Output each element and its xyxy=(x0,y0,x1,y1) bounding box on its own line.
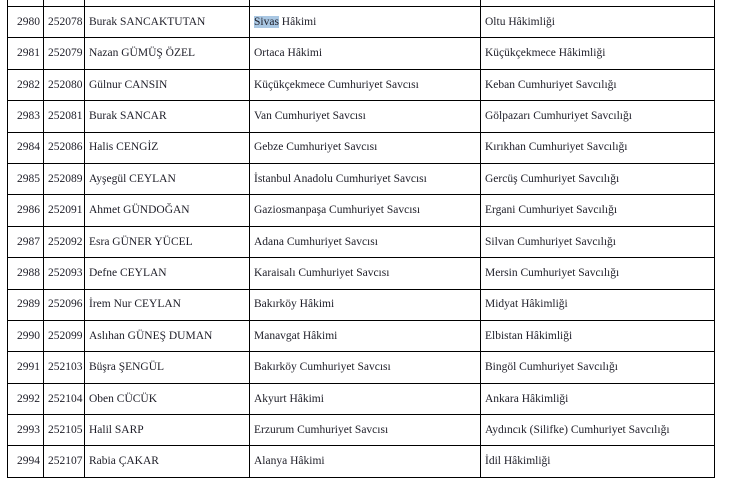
table-row: 2986 252091 Ahmet GÜNDOĞAN Gaziosmanpaşa… xyxy=(7,194,715,227)
registry-number-cell: 252104 xyxy=(43,382,85,416)
table-row: 2983 252081 Burak SANCAR Van Cumhuriyet … xyxy=(7,100,715,133)
current-post-cell: Akyurt Hâkimi xyxy=(249,382,481,416)
new-post-cell: Keban Cumhuriyet Savcılığı xyxy=(480,68,715,102)
new-post-cell: Aydıncık (Silifke) Cumhuriyet Savcılığı xyxy=(480,414,715,447)
current-post-cell: Bakırköy Hâkimi xyxy=(249,288,481,321)
table-row: 2984 252086 Halis CENGİZ Gebze Cumhuriye… xyxy=(7,131,715,164)
new-post-cell: Ankara Hâkimliği xyxy=(480,382,715,416)
table-row: 2982 252080 Gülnur CANSIN Küçükçekmece C… xyxy=(7,68,715,102)
current-post-cell: Manavgat Hâkimi xyxy=(249,319,481,353)
current-post-cell: Karaisalı Cumhuriyet Savcısı xyxy=(249,257,481,290)
new-post-cell: Elbistan Hâkimliği xyxy=(480,319,715,353)
registry-number-cell: 252103 xyxy=(43,351,85,384)
registry-number-cell: 252081 xyxy=(43,100,85,133)
registry-number-cell: 252096 xyxy=(43,288,85,321)
selected-text: Sivas xyxy=(254,15,279,28)
table-row: 2985 252089 Ayşegül CEYLAN İstanbul Anad… xyxy=(7,162,715,196)
row-number-cell: 2988 xyxy=(7,257,44,290)
registry-number-cell: 252091 xyxy=(43,194,85,227)
table-row: 2988 252093 Defne CEYLAN Karaisalı Cumhu… xyxy=(7,257,715,290)
current-post-cell: Alanya Hâkimi xyxy=(249,445,481,478)
row-number-cell: 2985 xyxy=(7,162,44,196)
row-number-cell: 2992 xyxy=(7,382,44,416)
table-row: 2990 252099 Aslıhan GÜNEŞ DUMAN Manavgat… xyxy=(7,319,715,353)
name-cell: Ayşegül CEYLAN xyxy=(84,162,250,196)
table-row: 2981 252079 Nazan GÜMÜŞ ÖZEL Ortaca Hâki… xyxy=(7,37,715,70)
name-cell: Burak SANCAKTUTAN xyxy=(84,5,250,39)
name-cell: Oben CÜCÜK xyxy=(84,382,250,416)
table-row: 2989 252096 İrem Nur CEYLAN Bakırköy Hâk… xyxy=(7,288,715,321)
name-cell: Ahmet GÜNDOĞAN xyxy=(84,194,250,227)
name-cell: Burak SANCAR xyxy=(84,100,250,133)
registry-number-cell: 252093 xyxy=(43,257,85,290)
name-cell: Defne CEYLAN xyxy=(84,257,250,290)
row-number-cell: 2989 xyxy=(7,288,44,321)
table-row: 2992 252104 Oben CÜCÜK Akyurt Hâkimi Ank… xyxy=(7,382,715,416)
name-cell: Gülnur CANSIN xyxy=(84,68,250,102)
registry-number-cell: 252099 xyxy=(43,319,85,353)
name-cell: Esra GÜNER YÜCEL xyxy=(84,225,250,259)
name-cell: Aslıhan GÜNEŞ DUMAN xyxy=(84,319,250,353)
new-post-cell: Gercüş Cumhuriyet Savcılığı xyxy=(480,162,715,196)
row-number-cell: 2982 xyxy=(7,68,44,102)
current-post-cell: Bakırköy Cumhuriyet Savcısı xyxy=(249,351,481,384)
new-post-cell: Kırıkhan Cumhuriyet Savcılığı xyxy=(480,131,715,164)
table-row: 2993 252105 Halil SARP Erzurum Cumhuriye… xyxy=(7,414,715,447)
row-number-cell: 2986 xyxy=(7,194,44,227)
registry-number-cell: 252086 xyxy=(43,131,85,164)
name-cell: Halis CENGİZ xyxy=(84,131,250,164)
row-number-cell: 2983 xyxy=(7,100,44,133)
new-post-cell: Gölpazarı Cumhuriyet Savcılığı xyxy=(480,100,715,133)
new-post-cell: Oltu Hâkimliği xyxy=(480,5,715,39)
table-row: 2987 252092 Esra GÜNER YÜCEL Adana Cumhu… xyxy=(7,225,715,259)
current-post-cell: Adana Cumhuriyet Savcısı xyxy=(249,225,481,259)
new-post-cell: Mersin Cumhuriyet Savcılığı xyxy=(480,257,715,290)
registry-number-cell: 252079 xyxy=(43,37,85,70)
new-post-cell: Ergani Cumhuriyet Savcılığı xyxy=(480,194,715,227)
current-post-cell: Gaziosmanpaşa Cumhuriyet Savcısı xyxy=(249,194,481,227)
registry-number-cell: 252105 xyxy=(43,414,85,447)
row-number-cell: 2991 xyxy=(7,351,44,384)
current-post-cell: Erzurum Cumhuriyet Savcısı xyxy=(249,414,481,447)
new-post-cell: Bingöl Cumhuriyet Savcılığı xyxy=(480,351,715,384)
row-number-cell: 2984 xyxy=(7,131,44,164)
assignments-table-body: 2980 252078 Burak SANCAKTUTAN Sivas Hâki… xyxy=(7,0,715,478)
name-cell: Nazan GÜMÜŞ ÖZEL xyxy=(84,37,250,70)
row-number-cell: 2990 xyxy=(7,319,44,353)
name-cell: Büşra ŞENGÜL xyxy=(84,351,250,384)
current-post-cell: Küçükçekmece Cumhuriyet Savcısı xyxy=(249,68,481,102)
new-post-cell: İdil Hâkimliği xyxy=(480,445,715,478)
name-cell: İrem Nur CEYLAN xyxy=(84,288,250,321)
new-post-cell: Küçükçekmece Hâkimliği xyxy=(480,37,715,70)
table-row: 2980 252078 Burak SANCAKTUTAN Sivas Hâki… xyxy=(7,5,715,39)
new-post-cell: Midyat Hâkimliği xyxy=(480,288,715,321)
row-number-cell: 2993 xyxy=(7,414,44,447)
name-cell: Rabia ÇAKAR xyxy=(84,445,250,478)
name-cell: Halil SARP xyxy=(84,414,250,447)
current-post-cell: Sivas Hâkimi xyxy=(249,5,481,39)
row-number-cell: 2994 xyxy=(7,445,44,478)
registry-number-cell: 252078 xyxy=(43,5,85,39)
new-post-cell: Silvan Cumhuriyet Savcılığı xyxy=(480,225,715,259)
registry-number-cell: 252107 xyxy=(43,445,85,478)
assignments-table: 2980 252078 Burak SANCAKTUTAN Sivas Hâki… xyxy=(7,0,715,478)
row-number-cell: 2981 xyxy=(7,37,44,70)
current-post-cell: İstanbul Anadolu Cumhuriyet Savcısı xyxy=(249,162,481,196)
registry-number-cell: 252092 xyxy=(43,225,85,259)
row-number-cell: 2987 xyxy=(7,225,44,259)
table-row: 2994 252107 Rabia ÇAKAR Alanya Hâkimi İd… xyxy=(7,445,715,478)
current-post-cell: Ortaca Hâkimi xyxy=(249,37,481,70)
registry-number-cell: 252080 xyxy=(43,68,85,102)
row-number-cell: 2980 xyxy=(7,5,44,39)
current-post-cell: Van Cumhuriyet Savcısı xyxy=(249,100,481,133)
table-row: 2991 252103 Büşra ŞENGÜL Bakırköy Cumhur… xyxy=(7,351,715,384)
current-post-cell: Gebze Cumhuriyet Savcısı xyxy=(249,131,481,164)
registry-number-cell: 252089 xyxy=(43,162,85,196)
